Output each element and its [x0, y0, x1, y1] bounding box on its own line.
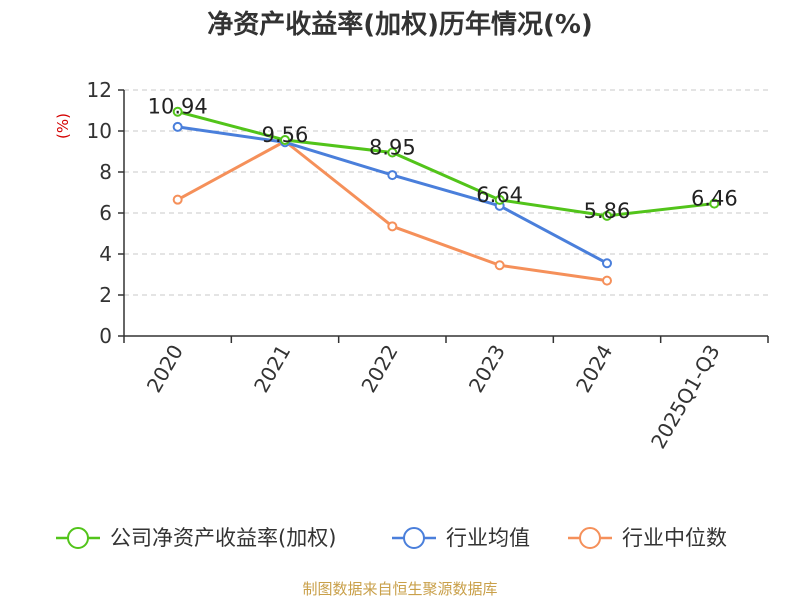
data-point[interactable]	[602, 258, 612, 269]
data-label: 8.95	[369, 136, 416, 160]
data-point[interactable]	[602, 275, 612, 286]
data-label: 6.46	[691, 187, 738, 211]
data-point[interactable]	[172, 194, 183, 205]
data-point[interactable]	[172, 106, 183, 117]
chart-title: 净资产收益率(加权)历年情况(%)	[207, 9, 593, 40]
y-tick-label: 4	[99, 242, 112, 266]
x-tick-label: 2022	[356, 341, 402, 397]
legend-label: 行业中位数	[622, 526, 727, 550]
legend-marker	[67, 527, 89, 549]
series-line-0	[177, 110, 715, 218]
data-point[interactable]	[280, 135, 290, 146]
legend-label: 行业均值	[446, 526, 530, 550]
y-tick-label: 6	[99, 201, 112, 225]
data-labels: 10.94 9.56 8.95 6.64 5.86 6.46	[148, 95, 738, 223]
y-tick-label: 0	[99, 324, 112, 348]
series-lines	[172, 106, 720, 286]
legend-item-0[interactable]: 公司净资产收益率(加权)	[56, 526, 336, 550]
x-tick-label: 2025Q1-Q3	[646, 341, 725, 453]
data-label: 9.56	[262, 123, 309, 147]
data-label: 5.86	[584, 199, 631, 223]
y-tick-label: 2	[99, 283, 112, 307]
legend[interactable]: 公司净资产收益率(加权) 行业均值 行业中位数	[56, 526, 727, 550]
data-point[interactable]	[387, 221, 398, 232]
y-tick-label: 10	[87, 119, 112, 143]
data-point[interactable]	[387, 147, 398, 158]
legend-item-2[interactable]: 行业中位数	[568, 526, 727, 550]
grid-lines	[124, 89, 768, 296]
data-point[interactable]	[494, 260, 505, 271]
x-tick-label: 2024	[571, 341, 617, 397]
data-label: 6.64	[476, 183, 523, 207]
data-source-note: 制图数据来自恒生聚源数据库	[302, 580, 497, 598]
y-tick-label: 8	[99, 160, 112, 184]
data-point[interactable]	[172, 121, 183, 132]
legend-marker	[403, 527, 425, 549]
series-line-2	[176, 139, 608, 283]
legend-label: 公司净资产收益率(加权)	[110, 526, 336, 550]
legend-item-1[interactable]: 行业均值	[392, 526, 530, 550]
axes: 0 2 4 6 8 10 12 2020 2021 2022 2023 2024 2025Q1-Q3	[87, 78, 769, 453]
data-point[interactable]	[387, 170, 398, 181]
data-point[interactable]	[602, 210, 612, 221]
x-tick-label: 2021	[249, 341, 295, 397]
y-tick-label: 12	[87, 78, 112, 102]
legend-marker	[579, 527, 601, 549]
data-label: 10.94	[148, 95, 208, 119]
data-point[interactable]	[709, 198, 720, 209]
x-tick-label: 2023	[464, 340, 510, 396]
y-axis-label: (%)	[54, 113, 72, 139]
x-tick-label: 2020	[142, 341, 188, 397]
data-point[interactable]	[494, 194, 505, 205]
